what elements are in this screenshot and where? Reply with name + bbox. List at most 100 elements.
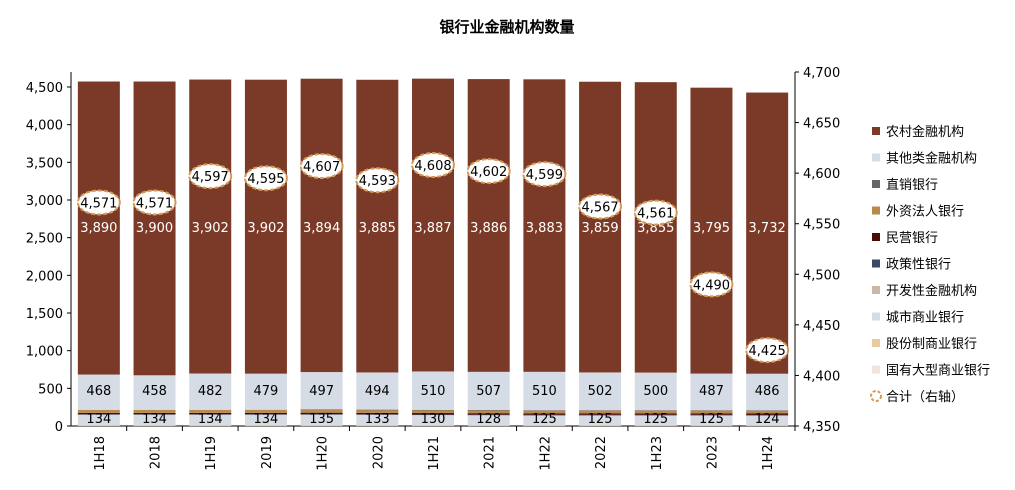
data-label-middle: 500 bbox=[643, 384, 668, 399]
right-tick-label: 4,550 bbox=[803, 218, 840, 233]
bar-segment bbox=[523, 414, 566, 416]
bar-segment bbox=[356, 409, 399, 411]
bar-segment bbox=[356, 372, 399, 410]
total-label: 4,425 bbox=[749, 344, 786, 359]
legend-swatch bbox=[872, 180, 880, 188]
x-tick-label: 1H20 bbox=[316, 436, 331, 471]
right-tick-label: 4,450 bbox=[803, 319, 840, 334]
legend: 农村金融机构其他类金融机构直销银行外资法人银行民营银行政策性银行开发性金融机构城… bbox=[870, 124, 990, 405]
bar-segment bbox=[579, 425, 622, 427]
total-marker bbox=[299, 153, 344, 180]
bar-segment bbox=[412, 371, 454, 410]
bar-segment bbox=[412, 78, 454, 372]
bar-segment bbox=[634, 372, 677, 411]
data-label-top: 3,902 bbox=[247, 221, 284, 236]
bar-segment bbox=[634, 414, 677, 416]
total-marker bbox=[522, 161, 567, 188]
left-tick-label: 0 bbox=[55, 420, 63, 435]
total-label: 4,607 bbox=[303, 160, 340, 175]
legend-swatch bbox=[872, 127, 880, 135]
bar-segment bbox=[244, 424, 287, 426]
bar-segment bbox=[356, 414, 399, 425]
left-tick-label: 3,000 bbox=[26, 194, 63, 209]
bar-segment bbox=[579, 424, 622, 426]
total-label: 4,595 bbox=[247, 172, 284, 187]
bar-segment bbox=[133, 375, 176, 410]
bar-segment bbox=[77, 81, 120, 375]
x-tick-label: 1H21 bbox=[427, 436, 442, 471]
total-marker bbox=[466, 158, 511, 185]
bar-segment bbox=[412, 425, 454, 427]
bar-segment bbox=[746, 414, 789, 416]
bar-segment bbox=[300, 424, 343, 426]
data-label-bottom: 128 bbox=[476, 412, 501, 427]
legend-label: 民营银行 bbox=[886, 231, 938, 246]
data-label-middle: 507 bbox=[476, 384, 501, 399]
bar-segment bbox=[300, 409, 343, 413]
bar-segment bbox=[356, 79, 399, 373]
bar-segment bbox=[133, 414, 176, 425]
total-marker bbox=[188, 163, 233, 190]
bar-segment bbox=[579, 410, 622, 411]
data-label-top: 3,900 bbox=[136, 221, 173, 236]
bar-segment bbox=[356, 414, 399, 415]
data-label-bottom: 124 bbox=[755, 412, 780, 427]
bar-segment bbox=[690, 424, 733, 426]
bar-segment bbox=[523, 424, 566, 426]
left-tick-label: 2,000 bbox=[26, 269, 63, 284]
right-tick-label: 4,600 bbox=[803, 167, 840, 182]
bar-segment bbox=[244, 409, 287, 413]
bar-segment bbox=[690, 410, 733, 414]
bar-segment bbox=[300, 414, 343, 415]
total-label: 4,602 bbox=[470, 165, 507, 180]
total-label: 4,490 bbox=[693, 278, 730, 293]
bar-segment bbox=[77, 424, 120, 426]
legend-swatch bbox=[872, 365, 880, 374]
bar-segment bbox=[189, 414, 232, 415]
data-label-middle: 502 bbox=[588, 384, 613, 399]
legend-swatch bbox=[872, 339, 880, 347]
legend-label: 政策性银行 bbox=[886, 257, 951, 273]
bar-segment bbox=[412, 409, 454, 414]
bar-segment bbox=[300, 412, 343, 415]
total-label: 4,571 bbox=[80, 196, 117, 211]
bar-segment bbox=[467, 410, 510, 414]
bar-segment bbox=[467, 413, 510, 415]
data-label-bottom: 134 bbox=[254, 412, 279, 427]
legend-swatch bbox=[872, 312, 880, 321]
legend-swatch bbox=[872, 153, 880, 162]
bar-segment bbox=[634, 82, 677, 373]
x-tick-label: 2022 bbox=[594, 436, 609, 469]
bar-segment bbox=[133, 414, 176, 415]
bar-segment bbox=[634, 425, 677, 427]
bar-segment bbox=[746, 373, 789, 411]
bar-segment bbox=[356, 409, 399, 413]
legend-label: 城市商业银行 bbox=[886, 310, 964, 326]
bar-segment bbox=[634, 413, 677, 415]
bar-segment bbox=[356, 424, 399, 426]
bar-segment bbox=[467, 414, 510, 416]
bar-segment bbox=[189, 409, 232, 413]
data-label-bottom: 125 bbox=[588, 412, 613, 427]
bar-segment bbox=[523, 413, 566, 415]
total-label: 4,561 bbox=[637, 207, 674, 222]
left-tick-label: 1,500 bbox=[26, 307, 63, 322]
bar-segment bbox=[356, 425, 399, 427]
data-label-middle: 510 bbox=[532, 384, 557, 399]
data-label-top: 3,902 bbox=[192, 221, 229, 236]
bar-segment bbox=[300, 372, 343, 410]
bar-segment bbox=[467, 371, 510, 411]
data-label-top: 3,890 bbox=[80, 221, 117, 236]
data-label-middle: 486 bbox=[755, 384, 780, 399]
total-label: 4,571 bbox=[136, 196, 173, 211]
legend-label: 股份制商业银行 bbox=[886, 337, 977, 352]
x-tick-label: 2020 bbox=[371, 436, 386, 469]
bar-segment bbox=[300, 409, 343, 411]
bar-segment bbox=[746, 424, 789, 426]
bar-segment bbox=[77, 374, 120, 410]
right-tick-label: 4,700 bbox=[803, 66, 840, 81]
bar-segment bbox=[244, 412, 287, 415]
x-tick-label: 2021 bbox=[483, 436, 498, 469]
bar-segment bbox=[746, 415, 789, 425]
x-tick-label: 2018 bbox=[149, 436, 164, 469]
